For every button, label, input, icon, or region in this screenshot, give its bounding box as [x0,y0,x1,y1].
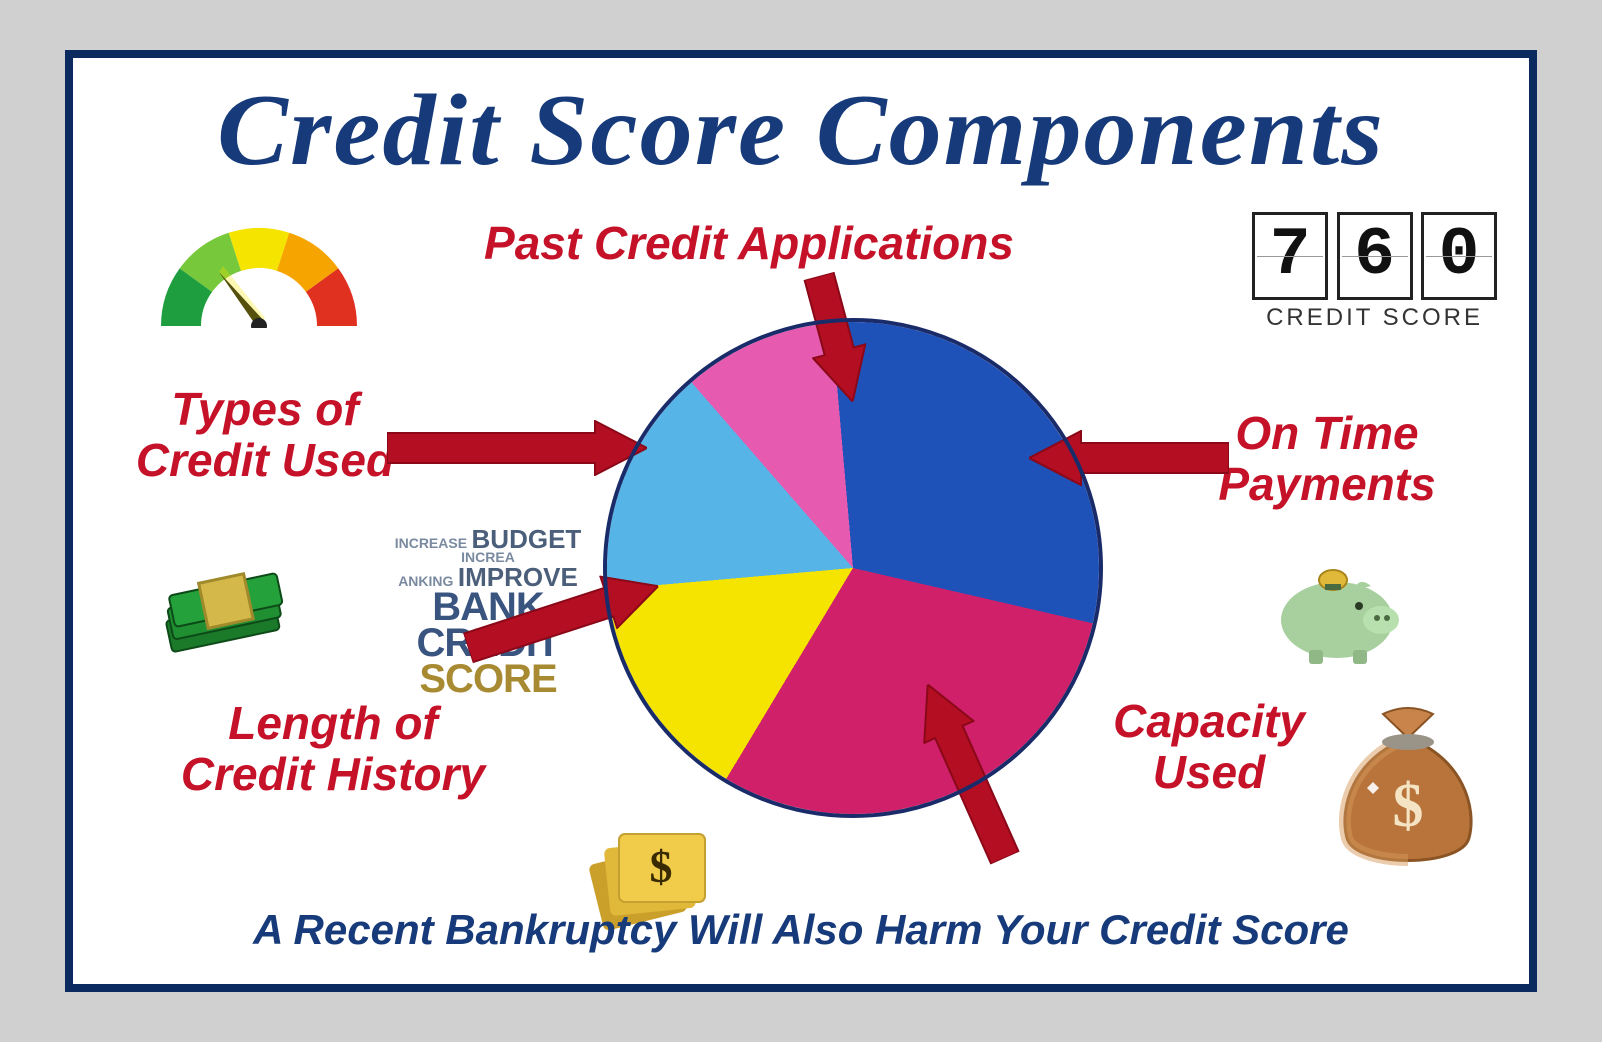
label-on-time-l2: Payments [1218,458,1435,510]
cash-icon [147,556,307,666]
label-length-l2: Credit History [181,748,485,800]
label-length: Length of Credit History [163,698,503,799]
label-capacity-l1: Capacity [1113,695,1305,747]
page-title: Credit Score Components [44,72,1558,189]
credit-score-counter: 7 6 0 CREDIT SCORE [1250,212,1499,332]
label-types: Types of Credit Used [125,384,405,485]
footnote: A Recent Bankruptcy Will Also Harm Your … [73,906,1529,954]
label-on-time: On Time Payments [1197,408,1457,509]
svg-text:$: $ [1393,772,1424,840]
label-on-time-l1: On Time [1235,407,1418,459]
label-capacity-l2: Used [1153,746,1265,798]
arrow-types [387,420,647,476]
moneybag-icon: $ [1323,698,1493,878]
score-digit-2: 0 [1421,212,1497,300]
infographic-frame: Credit Score Components 7 6 0 CREDIT SCO… [65,50,1537,992]
label-types-l1: Types of [171,383,358,435]
label-capacity: Capacity Used [1079,696,1339,797]
arrow-on-time [1029,430,1229,486]
label-past-credit: Past Credit Applications [419,218,1079,269]
gauge-icon [149,218,369,328]
label-types-l2: Credit Used [136,434,394,486]
score-digit-0: 7 [1252,212,1328,300]
score-digit-1: 6 [1337,212,1413,300]
piggy-icon [1259,558,1409,668]
svg-text:$: $ [650,841,673,892]
label-length-l1: Length of [228,697,438,749]
score-label: CREDIT SCORE [1250,304,1499,332]
wc-small-1: INCREASE [395,535,467,551]
